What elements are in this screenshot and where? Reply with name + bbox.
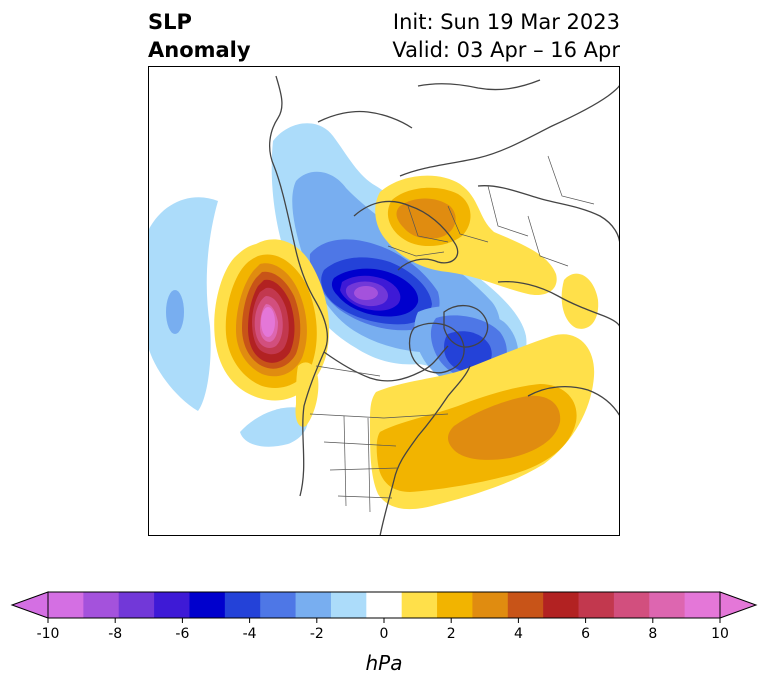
colorbar-boxes <box>10 591 758 619</box>
colorbar-box <box>295 592 332 618</box>
political-boundaries <box>309 155 595 513</box>
colorbar-box <box>507 592 544 618</box>
pacific-high-anomaly <box>214 239 330 401</box>
west-coast-low-anomaly <box>240 407 308 447</box>
colorbar-box <box>437 592 473 618</box>
colorbar-box <box>543 592 580 618</box>
colorbar-extend-over <box>719 591 758 619</box>
colorbar-box <box>366 592 403 618</box>
colorbar-box <box>154 592 190 618</box>
map-panel <box>148 66 620 536</box>
colorbar-unit: hPa <box>366 651 403 675</box>
colorbar-box <box>260 592 297 618</box>
colorbar-box <box>613 592 650 618</box>
colorbar-tick-label: -10 <box>37 626 60 642</box>
colorbar-box <box>649 592 686 618</box>
colorbar-extend-under <box>10 591 49 619</box>
greenland-outline <box>408 322 465 374</box>
title-right: Init: Sun 19 Mar 2023 Valid: 03 Apr – 16… <box>392 8 620 64</box>
colorbar-tick-label: -8 <box>108 626 122 642</box>
colorbar-tick-label: 2 <box>447 626 456 642</box>
title-variable: SLP <box>148 10 192 34</box>
colorbar-tick-label: 6 <box>581 626 590 642</box>
init-date: Init: Sun 19 Mar 2023 <box>392 10 620 34</box>
title-left: SLP Anomaly <box>148 8 251 64</box>
colorbar-ticks: -10 -8 -6 -4 -2 0 2 4 6 8 10 <box>37 618 729 642</box>
colorbar-tick-label: -2 <box>310 626 324 642</box>
colorbar-box <box>83 592 120 618</box>
valid-range: Valid: 03 Apr – 16 Apr <box>392 38 620 62</box>
colorbar-box <box>330 592 367 618</box>
colorbar-box <box>401 592 438 618</box>
colorbar-box <box>578 592 615 618</box>
colorbar-box <box>224 592 261 618</box>
colorbar: -10 -8 -6 -4 -2 0 2 4 6 8 10 hPa <box>10 591 758 675</box>
colorbar-box <box>189 592 226 618</box>
coastlines <box>268 75 620 536</box>
colorbar-tick-label: -6 <box>175 626 189 642</box>
colorbar-tick-label: 8 <box>648 626 657 642</box>
colorbar-box <box>472 592 509 618</box>
colorbar-box <box>48 592 84 618</box>
colorbar-box <box>118 592 155 618</box>
siberia-high-anomaly <box>375 175 599 329</box>
colorbar-box <box>684 592 721 618</box>
colorbar-tick-label: 0 <box>380 626 389 642</box>
colorbar-tick-label: 10 <box>711 626 729 642</box>
title-variable-sub: Anomaly <box>148 38 251 62</box>
pacific-low-anomaly <box>148 197 218 411</box>
colorbar-tick-label: -4 <box>243 626 257 642</box>
colorbar-tick-label: 4 <box>514 626 523 642</box>
